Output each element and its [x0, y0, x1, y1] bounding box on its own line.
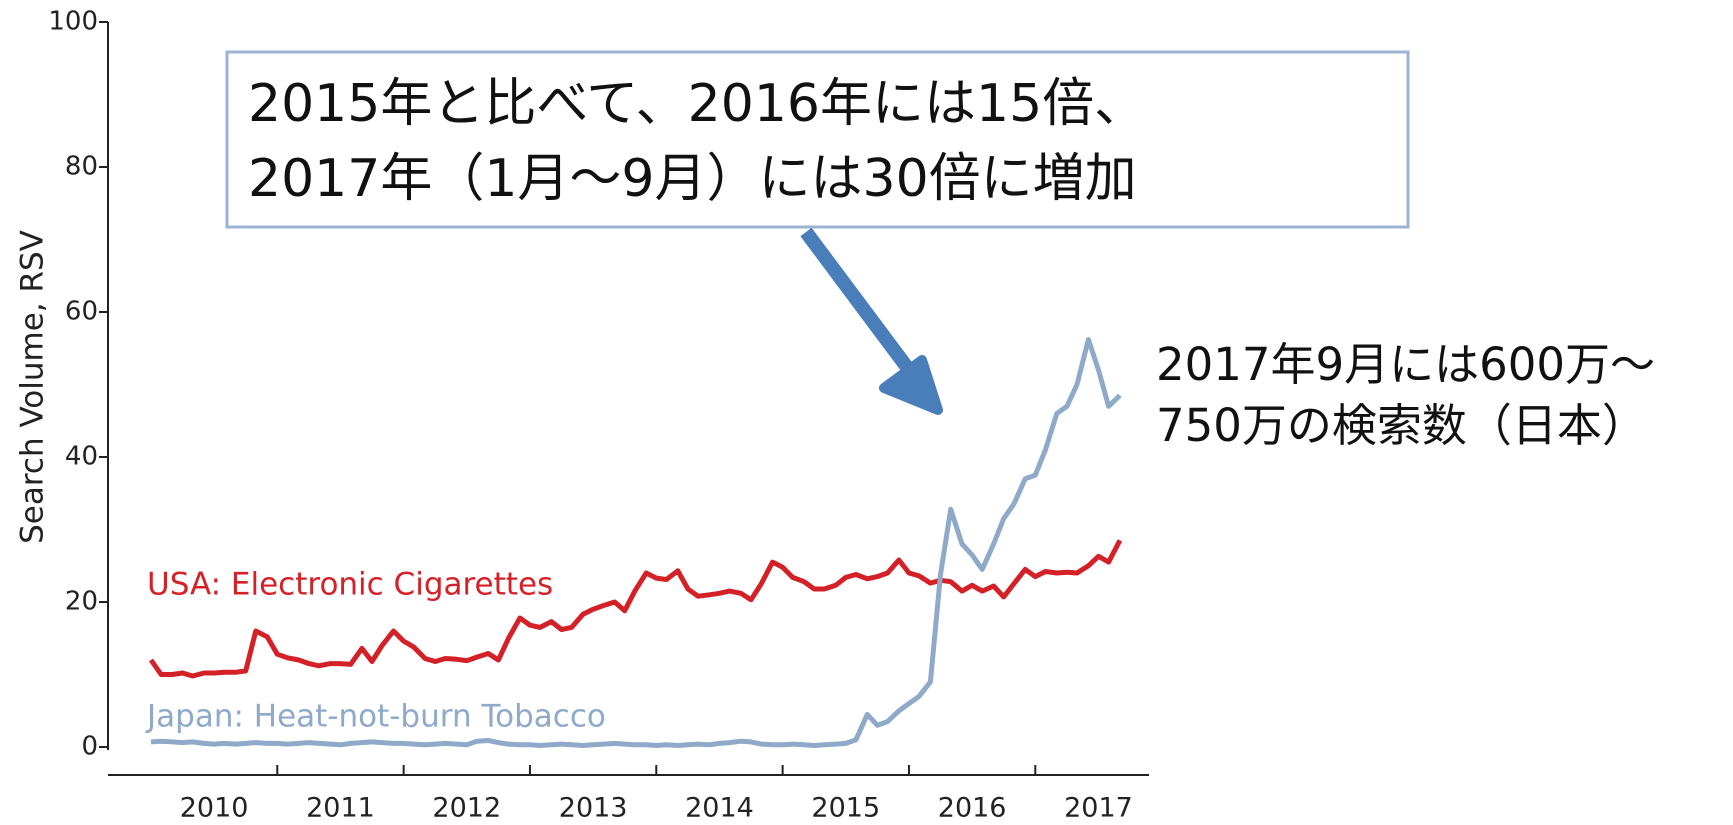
x-tick-label: 2011 [306, 793, 375, 824]
x-tick-label: 2016 [938, 793, 1007, 824]
y-tick-label: 80 [65, 152, 98, 182]
y-tick-label: 0 [81, 732, 98, 762]
annotation-box [225, 50, 1410, 229]
y-axis-label: Search Volume, RSV [15, 230, 51, 544]
x-tick-label: 2012 [432, 793, 501, 824]
series-label: USA: Electronic Cigarettes [147, 567, 553, 603]
y-tick-label: 60 [65, 297, 98, 327]
annotation-text: 2017年（1月～9月）には30倍に増加 [248, 149, 1137, 209]
x-tick-label: 2010 [180, 793, 249, 824]
x-tick-label: 2014 [685, 793, 754, 824]
y-tick-label: 100 [48, 7, 98, 37]
annotation-text: 2017年9月には600万～ [1156, 338, 1655, 391]
annotation-text: 750万の検索数（日本） [1156, 399, 1647, 452]
x-tick-label: 2015 [811, 793, 880, 824]
series-label: Japan: Heat-not-burn Tobacco [145, 699, 606, 735]
annotation-text: 2015年と比べて、2016年には15倍、 [248, 74, 1146, 134]
x-tick-label: 2017 [1064, 793, 1133, 824]
series-line [148, 539, 1123, 679]
series-line [150, 337, 1122, 748]
y-tick-label: 40 [65, 442, 98, 472]
arrow [800, 227, 943, 415]
y-tick-label: 20 [65, 587, 98, 617]
x-tick-label: 2013 [559, 793, 628, 824]
